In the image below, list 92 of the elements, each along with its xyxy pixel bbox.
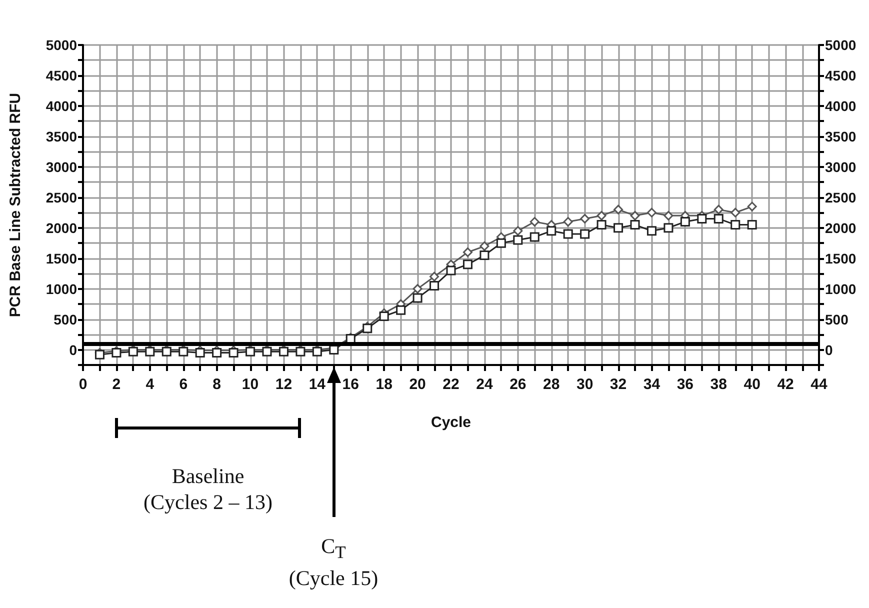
- y-tick-label: 4000: [46, 98, 78, 114]
- y2-tick-label: 500: [825, 311, 849, 328]
- point: [212, 348, 222, 358]
- x-tick-label: 40: [744, 376, 760, 393]
- x-tick-label: 8: [212, 376, 221, 393]
- point: [379, 311, 389, 321]
- x-tick-label: 36: [676, 376, 694, 393]
- point: [430, 272, 440, 282]
- x-tick-label: 20: [409, 376, 426, 393]
- y2-tick-label: 0: [825, 342, 833, 358]
- y-tick-label: 4500: [46, 67, 78, 84]
- text: Baseline (Cycles 2 – 13): [144, 463, 272, 515]
- x-tick-label: 32: [610, 376, 627, 393]
- point: [630, 210, 640, 220]
- point: [530, 232, 540, 242]
- point: [480, 250, 490, 260]
- point: [630, 220, 640, 230]
- x-tick-label: 12: [275, 376, 292, 393]
- x-tick-label: 24: [476, 376, 494, 393]
- y2-tick-label: 5000: [825, 37, 856, 53]
- point: [396, 305, 406, 315]
- point: [513, 226, 523, 236]
- point: [329, 345, 339, 355]
- point: [412, 293, 422, 303]
- y-tick-label: 3500: [46, 128, 78, 144]
- point: [614, 223, 624, 233]
- x-tick-label: 6: [179, 376, 188, 393]
- y2-tick-label: 4000: [825, 98, 856, 114]
- point: [430, 281, 440, 291]
- y-tick-label: 500: [54, 311, 78, 328]
- y2-tick-label: 2000: [825, 220, 856, 236]
- point: [680, 217, 690, 227]
- point: [747, 220, 757, 230]
- x-tick-label: 18: [376, 376, 392, 393]
- y-axis-title: PCR Base Line Subtracted RFU: [7, 92, 24, 318]
- x-axis-title: Cycle: [430, 414, 472, 431]
- point: [546, 226, 556, 236]
- point: [747, 202, 757, 212]
- point: [563, 229, 573, 239]
- point: [596, 210, 606, 220]
- x-tick-label: 42: [777, 376, 794, 393]
- x-tick-label: 14: [308, 376, 326, 393]
- point: [664, 210, 674, 220]
- x-tick-label: 16: [342, 376, 359, 393]
- y2-tick-label: 4500: [825, 67, 856, 84]
- x-tick-label: 26: [510, 376, 526, 393]
- point: [664, 223, 674, 233]
- point: [646, 208, 656, 218]
- y-tick-label: 2500: [46, 189, 78, 206]
- point: [480, 241, 490, 251]
- point: [563, 217, 573, 227]
- x-tick-label: 10: [242, 376, 259, 393]
- y2-tick-label: 3000: [825, 158, 856, 175]
- point: [614, 204, 624, 214]
- y-tick-label: 1000: [46, 280, 78, 297]
- point: [412, 284, 422, 294]
- point: [596, 220, 606, 230]
- point: [446, 266, 456, 276]
- point: [730, 208, 740, 218]
- point: [714, 214, 724, 224]
- point: [462, 247, 472, 257]
- point: [730, 220, 740, 230]
- y-tick-label: 1500: [46, 250, 78, 266]
- point: [530, 217, 540, 227]
- x-tick-label: 44: [810, 376, 828, 393]
- y-tick-label: 5000: [46, 37, 78, 53]
- y-tick-label: 2000: [46, 220, 78, 236]
- y2-tick-label: 1500: [825, 250, 856, 266]
- text: C$_{T}$ (Cycle 15): [288, 533, 378, 592]
- point: [513, 235, 523, 245]
- y2-tick-label: 3500: [825, 128, 856, 144]
- x-tick-label: 38: [710, 376, 727, 393]
- point: [714, 204, 724, 214]
- y2-tick-label: 1000: [825, 280, 856, 297]
- y-tick-label: 0: [69, 342, 78, 358]
- x-tick-label: 28: [543, 376, 560, 393]
- x-tick-label: 4: [146, 376, 155, 393]
- point: [195, 348, 205, 358]
- y-tick-label: 3000: [46, 158, 78, 175]
- point: [228, 348, 238, 358]
- point: [697, 214, 707, 224]
- point: [462, 260, 472, 270]
- point: [112, 348, 122, 358]
- x-tick-label: 22: [442, 376, 460, 393]
- point: [580, 214, 590, 224]
- point: [646, 226, 656, 236]
- x-tick-label: 34: [643, 376, 661, 393]
- x-tick-label: 2: [112, 376, 121, 393]
- x-tick-label: 30: [576, 376, 594, 393]
- point: [496, 238, 506, 248]
- y2-tick-label: 2500: [825, 189, 856, 206]
- point: [580, 229, 590, 239]
